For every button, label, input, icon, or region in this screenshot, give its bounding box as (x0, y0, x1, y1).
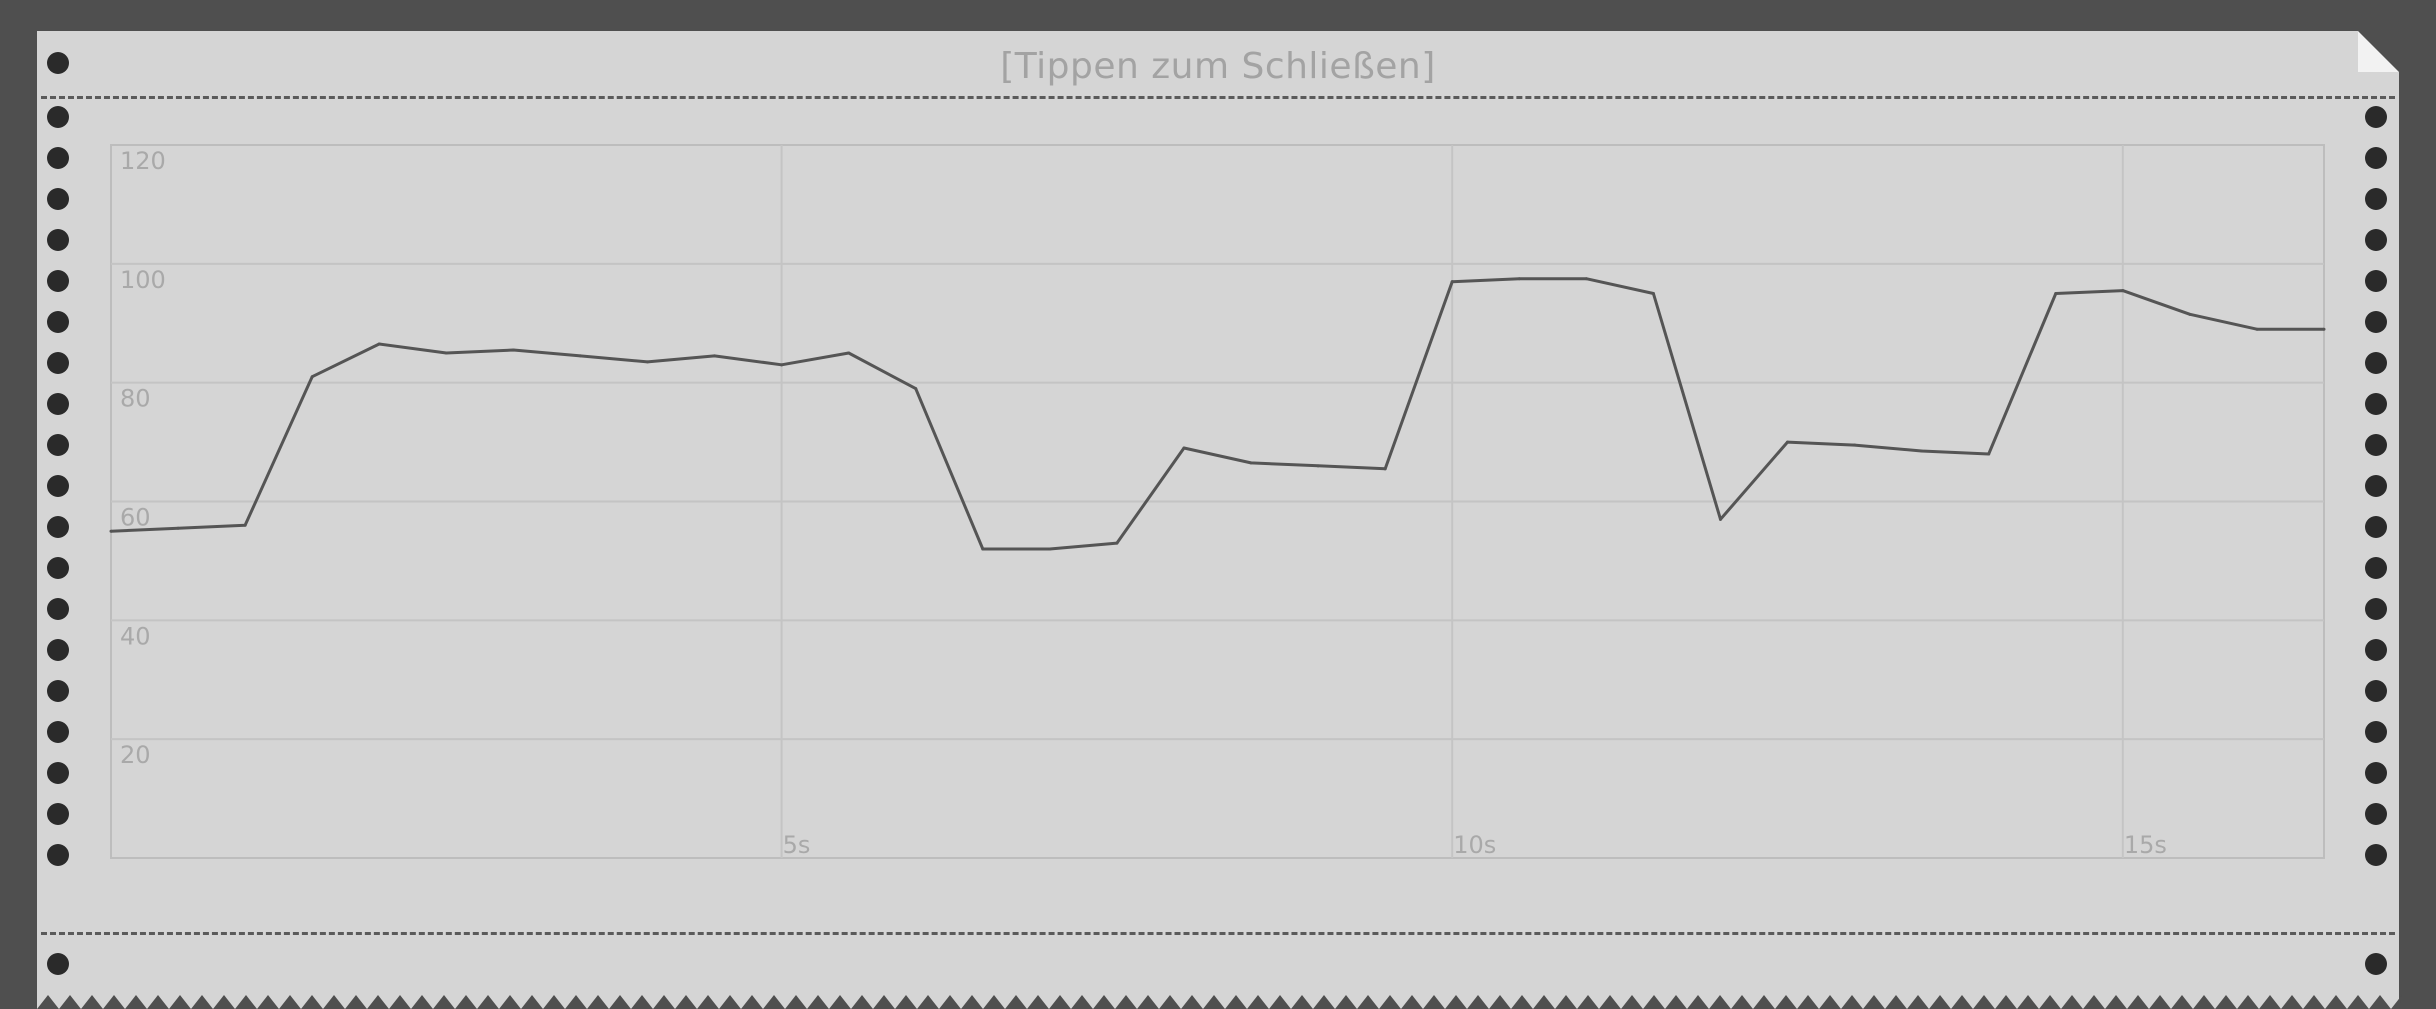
y-tick-label: 80 (120, 385, 151, 413)
x-tick-label: 15s (2124, 831, 2167, 859)
perforation-hole (47, 270, 69, 292)
y-tick-label: 40 (120, 622, 151, 650)
data-point (1115, 541, 1119, 545)
perforation-hole (47, 598, 69, 620)
perforation-hole (2365, 762, 2387, 784)
perforation-hole (47, 52, 69, 74)
data-point (1450, 280, 1454, 284)
data-point (1651, 292, 1655, 296)
perforation-hole (2365, 516, 2387, 538)
tick-labels: 120 100 80 60 40 20 5s 10s 15s (120, 147, 2167, 859)
data-point (1182, 446, 1186, 450)
y-tick-label: 120 (120, 147, 166, 175)
perforation-hole (47, 762, 69, 784)
data-point (1853, 443, 1857, 447)
perforation-hole (47, 188, 69, 210)
data-point (914, 387, 918, 391)
perforation-hole (47, 311, 69, 333)
close-hint[interactable]: [Tippen zum Schließen] (1000, 46, 1436, 87)
perforation-hole (2365, 147, 2387, 169)
perforation-hole (2365, 639, 2387, 661)
folded-corner-shadow (2358, 31, 2399, 72)
perforation-hole (47, 229, 69, 251)
perforation-hole (2365, 352, 2387, 374)
data-point (243, 523, 247, 527)
perforation-hole (47, 106, 69, 128)
x-tick-label: 5s (783, 831, 811, 859)
data-point (1786, 440, 1790, 444)
perforation-hole (47, 639, 69, 661)
data-point (1316, 464, 1320, 468)
paper-tape[interactable]: [Tippen zum Schließen] (37, 31, 2399, 1009)
perforation-hole (2365, 188, 2387, 210)
perforation-hole (2365, 721, 2387, 743)
perforation-hole (47, 953, 69, 975)
perforation-hole (47, 434, 69, 456)
data-point (2255, 327, 2259, 331)
perforation-hole (2365, 803, 2387, 825)
perforation-hole (2365, 434, 2387, 456)
data-point (2121, 289, 2125, 293)
data-point (1920, 449, 1924, 453)
perforation-hole (47, 803, 69, 825)
data-point (2322, 327, 2326, 331)
data-point (1249, 461, 1253, 465)
perforation-hole (47, 393, 69, 415)
perforation-hole (2365, 953, 2387, 975)
y-tick-label: 60 (120, 504, 151, 532)
data-point (847, 351, 851, 355)
data-point (176, 526, 180, 530)
data-point (310, 375, 314, 379)
data-points (109, 277, 2326, 551)
perforation-hole (2365, 557, 2387, 579)
perforation-hole (2365, 106, 2387, 128)
perforation-hole (2365, 393, 2387, 415)
data-point (377, 342, 381, 346)
perforation-hole (47, 147, 69, 169)
data-point (645, 360, 649, 364)
data-point (981, 547, 985, 551)
perforation-hole (2365, 680, 2387, 702)
perforation-hole (47, 352, 69, 374)
data-point (1048, 547, 1052, 551)
y-tick-label: 20 (120, 741, 151, 769)
perforation-hole (2365, 311, 2387, 333)
series-line (110, 277, 2324, 551)
data-point (713, 354, 717, 358)
data-point (1383, 467, 1387, 471)
data-point (1517, 277, 1521, 281)
data-point (780, 363, 784, 367)
x-tick-label: 10s (1453, 831, 1496, 859)
grid (111, 145, 2324, 858)
data-point (1718, 517, 1722, 521)
top-tear-line (41, 96, 2395, 99)
data-point (511, 348, 515, 352)
data-point (1584, 277, 1588, 281)
perforation-hole (47, 680, 69, 702)
data-point (1987, 452, 1991, 456)
perforation-hole (47, 721, 69, 743)
perforation-hole (47, 557, 69, 579)
data-point (2054, 292, 2058, 296)
perforation-hole (2365, 475, 2387, 497)
perforation-hole (2365, 598, 2387, 620)
perforation-hole (2365, 844, 2387, 866)
perforation-hole (47, 844, 69, 866)
perforation-hole (47, 516, 69, 538)
data-point (578, 354, 582, 358)
perforation-hole (2365, 229, 2387, 251)
perforation-hole (2365, 270, 2387, 292)
bottom-tear-line (41, 932, 2395, 935)
data-point (109, 529, 113, 533)
data-point (444, 351, 448, 355)
data-point (2188, 312, 2192, 316)
perforation-hole (47, 475, 69, 497)
torn-edge (37, 995, 2402, 1009)
y-tick-label: 100 (120, 266, 166, 294)
